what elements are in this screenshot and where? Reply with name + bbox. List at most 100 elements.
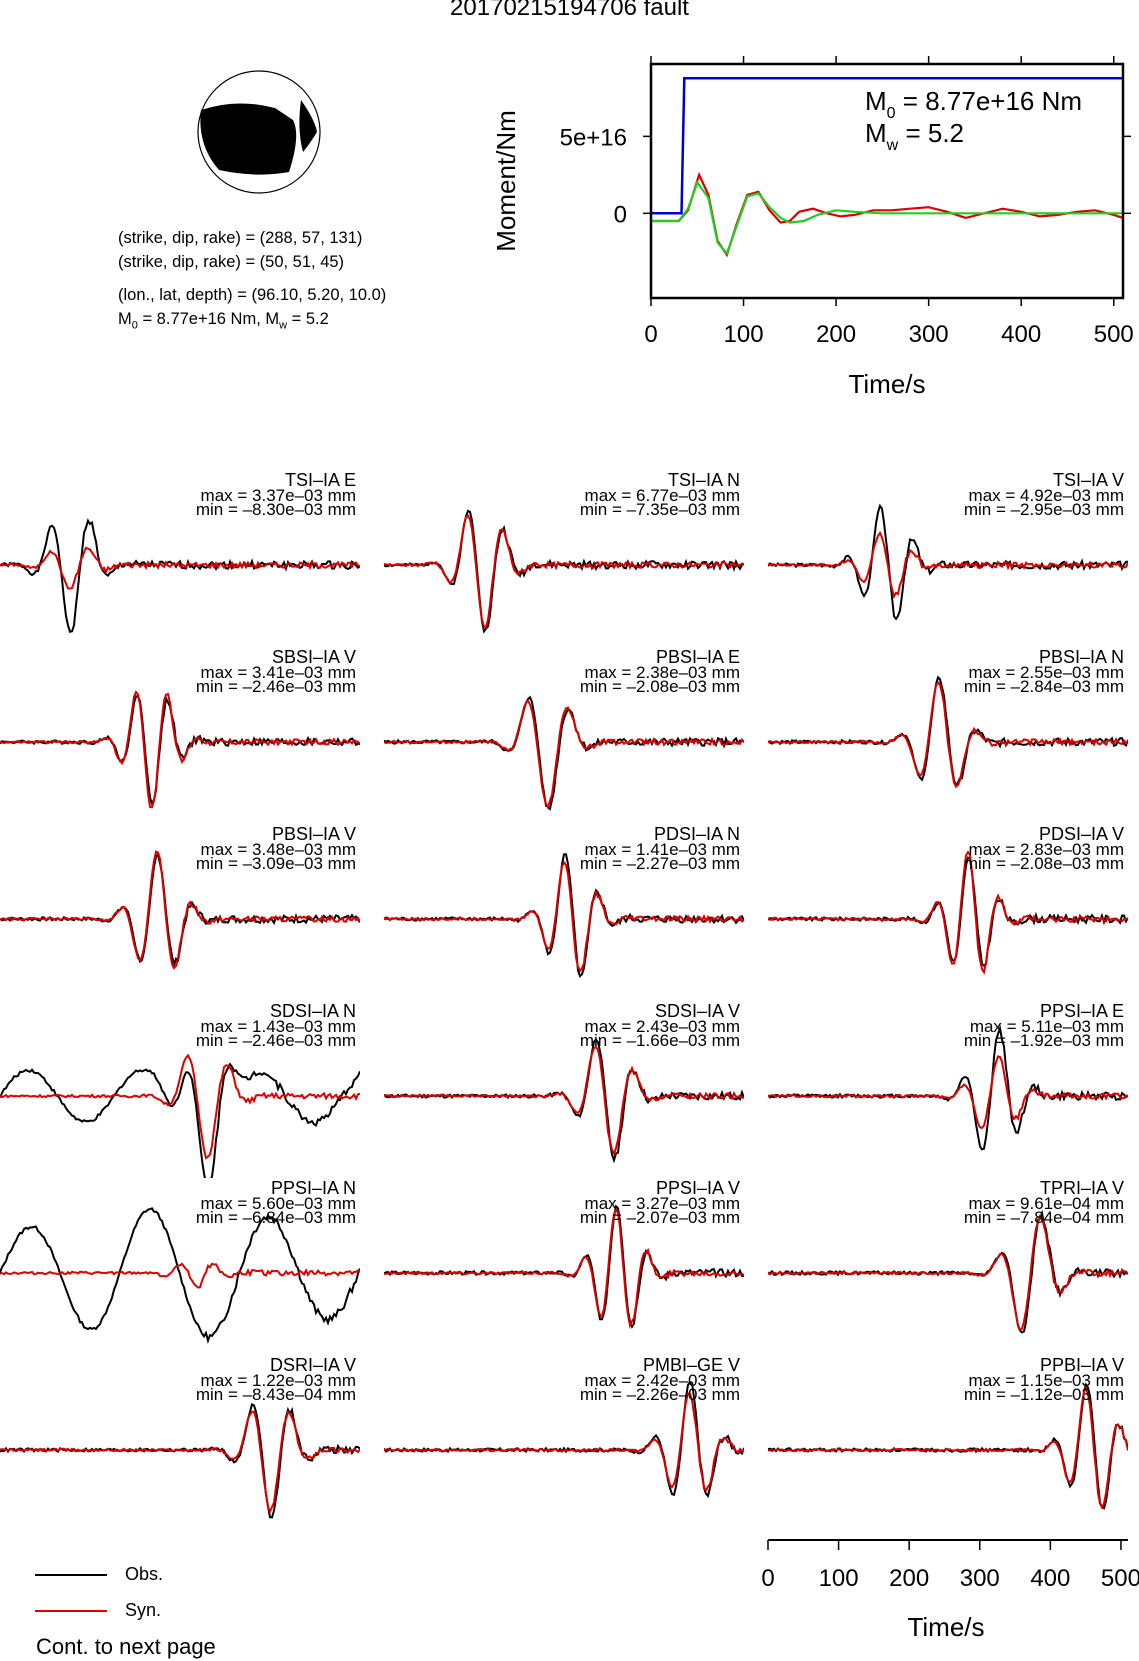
station-min-amplitude: min = –2.95e–03 mm: [963, 500, 1124, 519]
waveform-plot: [768, 1209, 1128, 1334]
observed-trace: [768, 503, 1128, 621]
station-min-amplitude: min = –8.43e–04 mm: [195, 1385, 356, 1404]
moment-x-tick-label: 200: [816, 321, 856, 348]
moment-m0-annotation: M0 = 8.77e+16 Nm: [865, 86, 1082, 122]
station-min-amplitude: min = –7.35e–03 mm: [579, 500, 740, 519]
page-title: 20170215194706 fault: [450, 0, 689, 21]
observed-trace: [384, 509, 744, 634]
station-max-amplitude: max = 5.11e–03 mm: [969, 1017, 1124, 1036]
station-label: DSRI–IA V: [269, 1355, 356, 1375]
station-max-amplitude: max = 3.37e–03 mm: [200, 486, 356, 505]
station-max-amplitude: max = 1.43e–03 mm: [200, 1017, 356, 1036]
synthetic-trace: [384, 699, 744, 810]
station-min-amplitude: min = –2.08e–03 mm: [963, 854, 1124, 873]
station-label: SDSI–IA N: [269, 1001, 356, 1021]
station-max-amplitude: max = 2.38e–03 mm: [584, 663, 740, 682]
station-max-amplitude: max = 1.22e–03 mm: [200, 1371, 356, 1390]
moment-x-tick-label: 400: [1001, 321, 1041, 348]
beachball-diagram: [197, 70, 321, 194]
nodal-plane-2: (strike, dip, rake) = (50, 51, 45): [118, 253, 345, 271]
waveform-plot: [0, 690, 360, 809]
waveform-plot: [0, 850, 360, 970]
station-max-amplitude: max = 3.48e–03 mm: [200, 840, 356, 859]
synthetic-trace: [0, 1410, 360, 1514]
nodal-plane-1: (strike, dip, rake) = (288, 57, 131): [118, 229, 363, 247]
continuation-note: Cont. to next page: [36, 1634, 216, 1659]
moment-magnitude-summary: M0 = 8.77e+16 Nm, Mw = 5.2: [118, 310, 329, 332]
station-min-amplitude: min = –2.26e–03 mm: [579, 1385, 740, 1404]
legend: Obs. Syn.: [35, 1560, 235, 1660]
station-min-amplitude: min = –7.84e–04 mm: [963, 1208, 1124, 1227]
moment-function-chart: 0 100 200 300 400 500 0 5e+16 Moment/Nm Time/s…: [491, 56, 1134, 399]
station-label: TPRI–IA V: [1039, 1178, 1124, 1198]
station-min-amplitude: min = –2.84e–03 mm: [963, 677, 1124, 696]
station-label: PPSI–IA N: [270, 1178, 356, 1198]
synthetic-trace: [0, 546, 360, 590]
waveform-x-axis-title: Time/s: [907, 1612, 984, 1642]
station-max-amplitude: max = 2.42e–03 mm: [584, 1371, 740, 1390]
waveform-x-tick-label: 200: [889, 1565, 929, 1592]
waveform-time-axis: 0 100 200 300 400 500 Time/s: [761, 1539, 1139, 1642]
synthetic-trace: [768, 1385, 1128, 1510]
station-max-amplitude: max = 6.77e–03 mm: [584, 486, 740, 505]
observed-trace: [0, 1402, 360, 1519]
station-min-amplitude: min = –1.66e–03 mm: [579, 1031, 740, 1050]
synthetic-trace: [0, 1053, 360, 1160]
station-max-amplitude: max = 2.83e–03 mm: [968, 840, 1124, 859]
moment-mw-annotation: Mw = 5.2: [865, 118, 964, 154]
station-label: SDSI–IA V: [654, 1001, 740, 1021]
station-min-amplitude: min = –8.30e–03 mm: [195, 500, 356, 519]
waveform-plot: [768, 1024, 1128, 1151]
synthetic-trace: [768, 1214, 1128, 1331]
waveform-plot: [768, 1382, 1128, 1510]
waveform-plot: [0, 1402, 360, 1519]
synthetic-trace: [0, 850, 360, 970]
station-min-amplitude: min = –2.08e–03 mm: [579, 677, 740, 696]
station-label: PPSI–IA E: [1039, 1001, 1124, 1021]
station-min-amplitude: min = –2.46e–03 mm: [195, 1031, 356, 1050]
station-min-amplitude: min = –3.09e–03 mm: [195, 854, 356, 873]
waveform-plot: [384, 853, 744, 978]
synthetic-trace: [384, 1392, 744, 1493]
moment-x-tick-label: 300: [909, 321, 949, 348]
waveform-plot: [768, 675, 1128, 789]
waveform-plot: [768, 850, 1128, 975]
waveform-plot: [0, 1053, 360, 1178]
waveform-plot: [0, 1207, 360, 1344]
synthetic-trace: [0, 1262, 360, 1289]
waveform-plot: [768, 503, 1128, 621]
synthetic-trace: [384, 514, 744, 629]
synthetic-trace: [384, 860, 744, 973]
moment-x-axis-title: Time/s: [848, 369, 925, 399]
waveform-x-tick-label: 0: [761, 1565, 774, 1592]
station-label: PDSI–IA N: [653, 824, 740, 844]
synthetic-trace: [384, 1045, 744, 1156]
waveform-plot: [384, 509, 744, 634]
beachball-compression-quadrant: [299, 100, 317, 152]
moment-x-tick-label: 100: [724, 321, 764, 348]
station-max-amplitude: max = 5.60e–03 mm: [200, 1194, 356, 1213]
moment-y-axis-title: Moment/Nm: [491, 110, 521, 252]
station-label: PMBI–GE V: [642, 1355, 740, 1375]
moment-x-tick-label: 0: [644, 321, 657, 348]
moment-x-tick-label: 500: [1094, 321, 1134, 348]
waveform-x-tick-label: 100: [819, 1565, 859, 1592]
station-label: PPSI–IA V: [655, 1178, 740, 1198]
waveform-plot: [384, 1380, 744, 1498]
station-max-amplitude: max = 4.92e–03 mm: [968, 486, 1124, 505]
station-label: SBSI–IA V: [271, 647, 356, 667]
synthetic-trace: [768, 530, 1128, 599]
station-label: TSI–IA N: [667, 470, 740, 490]
observed-trace: [384, 1037, 744, 1164]
